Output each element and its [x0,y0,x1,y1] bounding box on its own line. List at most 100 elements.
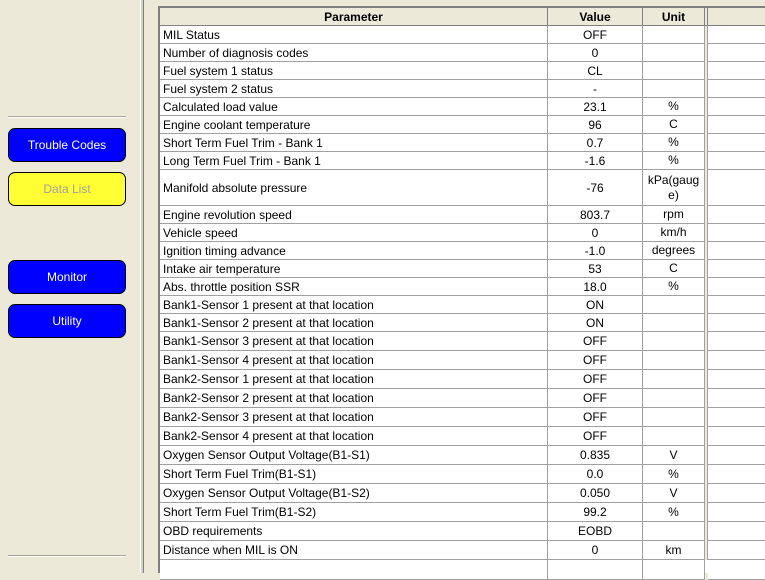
data-list-button[interactable]: Data List [8,172,126,206]
unit-cell: rpm [643,206,705,224]
row-gap [705,314,708,332]
row-gap [705,484,708,503]
value-cell: 53 [548,260,643,278]
parameter-cell: Long Term Fuel Trim - Bank 1 [160,152,548,170]
value-cell: 0.0 [548,465,643,484]
unit-cell [643,522,705,541]
unit-cell [643,351,705,370]
parameter-cell: Abs. throttle position SSR [160,278,548,296]
extra-cell [708,408,765,427]
unit-cell [643,26,705,44]
parameter-cell: Manifold absolute pressure [160,170,548,206]
extra-cell [708,206,765,224]
parameter-cell: Number of diagnosis codes [160,44,548,62]
data-table: Parameter Value Unit MIL Status OFF Number of… [158,6,765,580]
row-gap [705,351,708,370]
extra-cell [708,427,765,446]
splitter[interactable] [140,0,144,573]
row-gap [705,26,708,44]
empty-cell [160,560,548,580]
extra-cell [708,314,765,332]
parameter-cell: Bank1-Sensor 1 present at that location [160,296,548,314]
trouble-codes-button[interactable]: Trouble Codes [8,128,126,162]
extra-cell [708,370,765,389]
empty-cell [548,560,643,580]
unit-cell [643,389,705,408]
value-cell: OFF [548,370,643,389]
row-gap [705,98,708,116]
sidebar: Trouble Codes Data List Monitor Utility [0,0,140,573]
unit-cell: % [643,152,705,170]
parameter-cell: Vehicle speed [160,224,548,242]
parameter-cell: Bank1-Sensor 3 present at that location [160,332,548,351]
extra-cell [708,134,765,152]
extra-cell [708,80,765,98]
row-gap [705,170,708,206]
row-gap [705,296,708,314]
extra-cell [708,484,765,503]
parameter-cell: Oxygen Sensor Output Voltage(B1-S2) [160,484,548,503]
row-gap [705,427,708,446]
row-gap [705,503,708,522]
parameter-cell: Bank2-Sensor 1 present at that location [160,370,548,389]
row-gap [705,260,708,278]
row-gap [705,62,708,80]
unit-cell: C [643,260,705,278]
utility-button[interactable]: Utility [8,304,126,338]
extra-cell [708,152,765,170]
extra-cell [708,98,765,116]
value-cell: OFF [548,26,643,44]
column-header: Value [548,8,643,26]
extra-cell [708,522,765,541]
parameter-cell: Engine revolution speed [160,206,548,224]
value-cell: -76 [548,170,643,206]
unit-cell [643,314,705,332]
row-gap [705,278,708,296]
unit-cell: % [643,98,705,116]
parameter-cell: Bank1-Sensor 4 present at that location [160,351,548,370]
separator [8,116,126,118]
parameter-cell: Fuel system 2 status [160,80,548,98]
row-gap [705,408,708,427]
value-cell: 0.835 [548,446,643,465]
extra-cell [708,446,765,465]
unit-cell [643,80,705,98]
parameter-cell: Short Term Fuel Trim(B1-S2) [160,503,548,522]
monitor-button[interactable]: Monitor [8,260,126,294]
value-cell: OFF [548,389,643,408]
row-gap [705,206,708,224]
separator [8,555,126,557]
unit-cell [643,62,705,80]
parameter-cell: Distance when MIL is ON [160,541,548,560]
unit-cell [643,427,705,446]
value-cell: 18.0 [548,278,643,296]
extra-cell [708,465,765,484]
unit-cell: degrees [643,242,705,260]
unit-cell: V [643,446,705,465]
column-header: Unit [643,8,705,26]
empty-cell [643,560,705,580]
unit-cell: V [643,484,705,503]
row-gap [705,152,708,170]
value-cell: 99.2 [548,503,643,522]
unit-cell: % [643,278,705,296]
parameter-cell: Calculated load value [160,98,548,116]
row-gap [705,332,708,351]
unit-cell: km [643,541,705,560]
extra-cell [708,26,765,44]
value-cell: OFF [548,408,643,427]
parameter-cell: Bank2-Sensor 2 present at that location [160,389,548,408]
value-cell: OFF [548,332,643,351]
unit-cell: % [643,134,705,152]
extra-cell [708,170,765,206]
value-cell: ON [548,296,643,314]
extra-cell [708,278,765,296]
extra-cell [708,44,765,62]
value-cell: 0 [548,44,643,62]
value-cell: -1.0 [548,242,643,260]
parameter-cell: Short Term Fuel Trim - Bank 1 [160,134,548,152]
unit-cell [643,296,705,314]
column-header [708,8,765,26]
row-gap [705,224,708,242]
row-gap [705,446,708,465]
